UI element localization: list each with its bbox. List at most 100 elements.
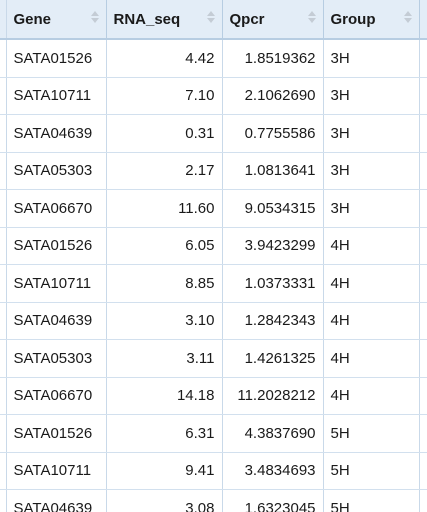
table-row[interactable]: SATA05303 2.17 1.0813641 3H — [0, 152, 427, 190]
column-header-qpcr[interactable]: Qpcr — [222, 0, 324, 40]
row-filler — [419, 189, 427, 228]
table-header: Gene RNA_seq Qpcr Group — [0, 0, 427, 40]
column-header-gene[interactable]: Gene — [6, 0, 107, 40]
cell-group: 3H — [323, 189, 420, 228]
table-row[interactable]: SATA10711 7.10 2.1062690 3H — [0, 77, 427, 115]
column-header-rna-seq[interactable]: RNA_seq — [106, 0, 223, 40]
row-filler — [419, 452, 427, 490]
cell-gene: SATA05303 — [6, 339, 107, 378]
row-filler — [419, 264, 427, 303]
cell-qpcr: 1.8519362 — [222, 39, 324, 78]
cell-gene: SATA01526 — [6, 414, 107, 453]
cell-gene: SATA01526 — [6, 39, 107, 78]
row-index-cell — [0, 339, 7, 378]
header-row: Gene RNA_seq Qpcr Group — [0, 0, 427, 40]
cell-qpcr: 1.4261325 — [222, 339, 324, 378]
row-filler — [419, 414, 427, 453]
cell-group: 3H — [323, 114, 420, 153]
cell-rna-seq: 3.10 — [106, 302, 223, 340]
row-filler — [419, 377, 427, 415]
cell-group: 5H — [323, 489, 420, 512]
cell-qpcr: 2.1062690 — [222, 77, 324, 115]
row-index-cell — [0, 227, 7, 265]
table-row[interactable]: SATA04639 3.08 1.6323045 5H — [0, 489, 427, 512]
row-filler — [419, 489, 427, 512]
cell-gene: SATA06670 — [6, 377, 107, 415]
cell-rna-seq: 4.42 — [106, 39, 223, 78]
sort-arrows-icon[interactable] — [90, 10, 99, 24]
cell-rna-seq: 8.85 — [106, 264, 223, 303]
table-row[interactable]: SATA04639 3.10 1.2842343 4H — [0, 302, 427, 340]
row-index-cell — [0, 39, 7, 78]
cell-qpcr: 4.3837690 — [222, 414, 324, 453]
cell-gene: SATA10711 — [6, 264, 107, 303]
row-index-cell — [0, 302, 7, 340]
cell-qpcr: 1.2842343 — [222, 302, 324, 340]
row-filler — [419, 39, 427, 78]
cell-group: 4H — [323, 227, 420, 265]
cell-rna-seq: 3.08 — [106, 489, 223, 512]
sort-arrows-icon[interactable] — [206, 10, 215, 24]
table-row[interactable]: SATA04639 0.31 0.7755586 3H — [0, 114, 427, 153]
cell-group: 5H — [323, 452, 420, 490]
column-header-group[interactable]: Group — [323, 0, 420, 40]
table-row[interactable]: SATA10711 9.41 3.4834693 5H — [0, 452, 427, 490]
table-row[interactable]: SATA06670 11.60 9.0534315 3H — [0, 189, 427, 228]
cell-gene: SATA04639 — [6, 489, 107, 512]
row-index-cell — [0, 77, 7, 115]
cell-rna-seq: 11.60 — [106, 189, 223, 228]
cell-group: 5H — [323, 414, 420, 453]
row-index-cell — [0, 414, 7, 453]
table-row[interactable]: SATA06670 14.18 11.2028212 4H — [0, 377, 427, 415]
cell-gene: SATA06670 — [6, 189, 107, 228]
column-header-label: Gene — [13, 10, 52, 28]
row-index-cell — [0, 489, 7, 512]
table-row[interactable]: SATA10711 8.85 1.0373331 4H — [0, 264, 427, 303]
table-row[interactable]: SATA05303 3.11 1.4261325 4H — [0, 339, 427, 378]
cell-group: 3H — [323, 39, 420, 78]
row-index-header — [0, 0, 7, 40]
cell-qpcr: 3.9423299 — [222, 227, 324, 265]
row-filler — [419, 302, 427, 340]
cell-group: 3H — [323, 77, 420, 115]
row-index-cell — [0, 377, 7, 415]
row-index-cell — [0, 114, 7, 153]
cell-qpcr: 11.2028212 — [222, 377, 324, 415]
cell-group: 4H — [323, 339, 420, 378]
sort-arrows-icon[interactable] — [403, 10, 412, 24]
cell-gene: SATA01526 — [6, 227, 107, 265]
row-index-cell — [0, 152, 7, 190]
table-row[interactable]: SATA01526 4.42 1.8519362 3H — [0, 39, 427, 78]
table-body: SATA01526 4.42 1.8519362 3H SATA10711 7.10 2.1… — [0, 39, 427, 512]
row-filler — [419, 77, 427, 115]
row-index-cell — [0, 189, 7, 228]
column-header-label: RNA_seq — [113, 10, 181, 28]
cell-rna-seq: 2.17 — [106, 152, 223, 190]
sort-arrows-icon[interactable] — [307, 10, 316, 24]
row-filler — [419, 227, 427, 265]
cell-group: 3H — [323, 152, 420, 190]
row-index-cell — [0, 264, 7, 303]
cell-rna-seq: 3.11 — [106, 339, 223, 378]
column-header-label: Group — [330, 10, 376, 28]
table-row[interactable]: SATA01526 6.31 4.3837690 5H — [0, 414, 427, 453]
header-filler — [419, 0, 427, 40]
cell-qpcr: 0.7755586 — [222, 114, 324, 153]
cell-qpcr: 1.0813641 — [222, 152, 324, 190]
row-index-cell — [0, 452, 7, 490]
row-filler — [419, 114, 427, 153]
cell-rna-seq: 0.31 — [106, 114, 223, 153]
cell-group: 4H — [323, 302, 420, 340]
cell-qpcr: 1.6323045 — [222, 489, 324, 512]
cell-rna-seq: 14.18 — [106, 377, 223, 415]
cell-gene: SATA10711 — [6, 77, 107, 115]
cell-qpcr: 1.0373331 — [222, 264, 324, 303]
row-filler — [419, 339, 427, 378]
cell-gene: SATA04639 — [6, 302, 107, 340]
cell-rna-seq: 6.31 — [106, 414, 223, 453]
cell-gene: SATA10711 — [6, 452, 107, 490]
table-row[interactable]: SATA01526 6.05 3.9423299 4H — [0, 227, 427, 265]
row-filler — [419, 152, 427, 190]
